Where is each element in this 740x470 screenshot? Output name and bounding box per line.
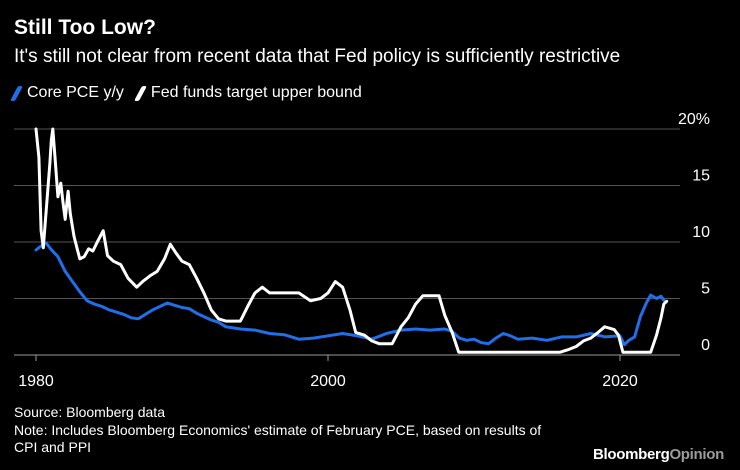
source-note: Source: Bloomberg data [14,404,165,420]
legend-label-core-pce: Core PCE y/y [27,84,124,101]
x-tick-label-1980: 1980 [18,373,54,390]
legend-label-fed-funds: Fed funds target upper bound [150,84,362,101]
x-tick-label-2020: 2020 [602,373,638,390]
y-tick-label-20: 20% [678,111,710,128]
footnote: Note: Includes Bloomberg Economics' esti… [14,422,542,455]
series-core-pce-line [34,241,667,347]
y-tick-label-0: 0 [701,337,710,354]
chart-subtitle: It's still not clear from recent data th… [14,46,621,67]
brand-logo: BloombergOpinion [593,446,724,463]
legend: Core PCE y/y Fed funds target upper boun… [10,84,376,102]
legend-item-core-pce: Core PCE y/y [10,84,124,102]
y-tick-label-15: 15 [692,168,710,185]
chart-title: Still Too Low? [14,16,156,39]
legend-item-fed-funds: Fed funds target upper bound [133,84,362,102]
series-fed-funds-line [34,127,669,354]
y-tick-label-5: 5 [701,281,710,298]
brand-logo-main: Bloomberg [592,446,670,463]
y-tick-label-10: 10 [692,224,710,241]
x-tick-label-2000: 2000 [310,373,346,390]
brand-logo-accent: Opinion [669,446,724,463]
